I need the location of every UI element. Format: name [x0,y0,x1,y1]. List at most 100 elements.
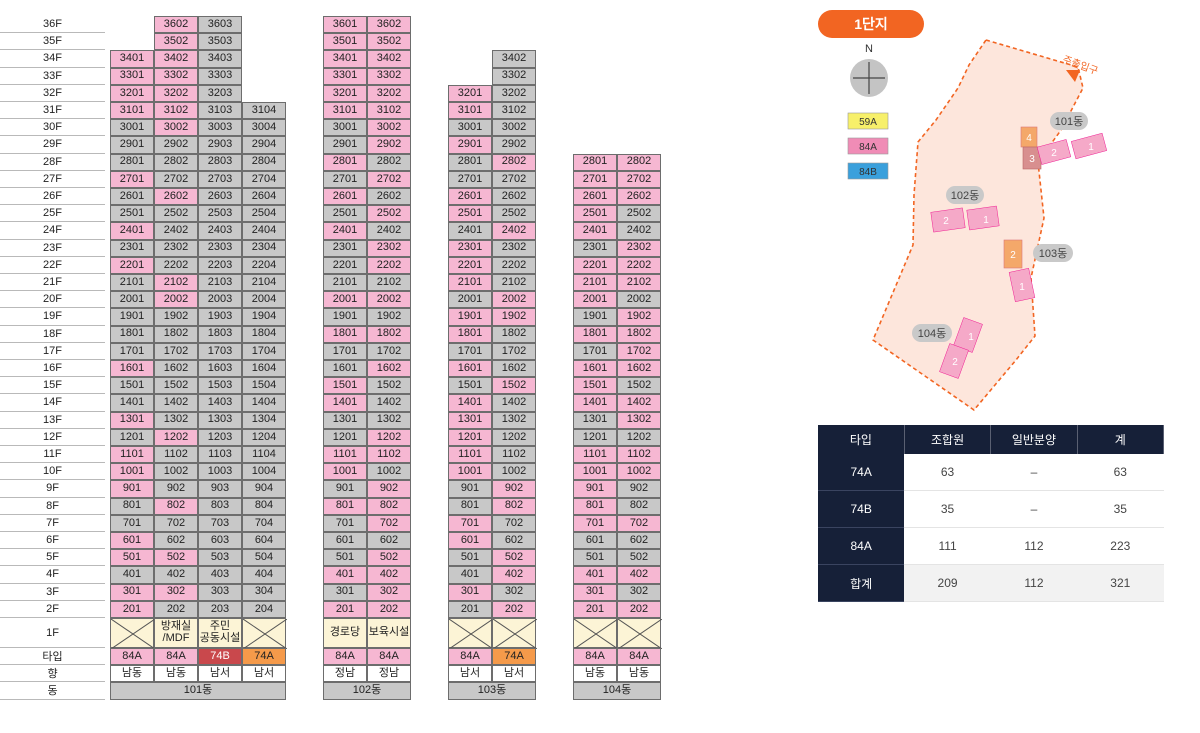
unit-cell: 2401 [323,222,367,240]
unit-cell: 1104 [242,446,286,464]
unit-cell: 2002 [154,291,198,309]
unit-cell: 202 [154,600,198,618]
unit-cell: 701 [448,514,492,532]
unit-cell: 2303 [198,239,242,257]
unit-cell: 302 [367,583,411,601]
unit-cell: 1404 [242,394,286,412]
row-type: 74A [818,454,905,491]
unit-cell: 301 [448,583,492,601]
unit-cell: 602 [154,532,198,550]
unit-cell: 804 [242,497,286,515]
unit-cell: 2503 [198,205,242,223]
floor-label: 30F [0,119,105,137]
unit-cell: 3003 [198,119,242,137]
cell: 35 [904,490,991,528]
unit-cell: 802 [492,497,536,515]
unit-cell: 2102 [154,274,198,292]
compass-label: N [865,43,873,55]
site-map: 1단지 N 59A 84A 84B 주출입구 101동 4 3 [818,10,1188,420]
svg-text:2: 2 [952,357,958,368]
unit-cell: 2404 [242,222,286,240]
svg-text:1: 1 [1019,282,1025,293]
unit-cell: 1603 [198,360,242,378]
unit-cell: 501 [110,549,154,567]
unit-cell: 801 [448,497,492,515]
unit-cell: 2202 [367,256,411,274]
legend-label: 84B [859,167,877,178]
unit-cell: 1703 [198,342,242,360]
unit-cell: 2602 [154,188,198,206]
unit-cell: 2301 [573,239,617,257]
unit-cell: 803 [198,497,242,515]
unit-cell: 2603 [198,188,242,206]
floor-label: 22F [0,257,105,274]
unit-cell: 1201 [110,428,154,446]
unit-cell: 2001 [110,291,154,309]
unit-cell: 2102 [367,274,411,292]
unit-cell: 1901 [448,308,492,326]
unit-cell: 2002 [367,291,411,309]
unit-cell: 2002 [492,291,536,309]
direction-cell: 남동 [154,665,198,683]
unit-cell: 1401 [573,394,617,412]
unit-cell: 704 [242,514,286,532]
unit-cell: 2202 [492,256,536,274]
unit-cell: 1502 [367,377,411,395]
unit-cell: 903 [198,480,242,498]
floor-label: 15F [0,377,105,395]
unit-cell: 1201 [573,428,617,446]
table-row: 74B 35 – 35 [818,490,1164,528]
unit-cell: 3001 [323,119,367,137]
header-member: 조합원 [904,425,992,454]
unit-cell: 304 [242,583,286,601]
unit-cell: 2601 [448,188,492,206]
unit-cell: 602 [367,532,411,550]
unit-cell: 902 [154,480,198,498]
site-map-svg: 1단지 N 59A 84A 84B 주출입구 101동 4 3 [818,10,1108,412]
unit-cell: 1002 [492,463,536,481]
unit-cell: 1202 [367,428,411,446]
direction-cell: 남동 [573,665,617,683]
unit-cell: 901 [573,480,617,498]
unit-cell: 702 [617,514,661,532]
floor-label: 4F [0,566,105,584]
unit-cell: 2502 [154,205,198,223]
unit-cell: 2802 [617,153,661,171]
unit-cell: 1102 [617,446,661,464]
row-type: 84A [818,527,905,565]
unit-cell: 301 [573,583,617,601]
svg-text:1: 1 [983,215,989,226]
unit-cell: 401 [448,566,492,584]
unit-cell: 2801 [448,153,492,171]
legend-label: 59A [859,117,877,128]
unit-cell: 2402 [492,222,536,240]
unit-cell: 602 [617,532,661,550]
unit-cell: 504 [242,549,286,567]
building-103: 103동 2 1 [1003,239,1073,302]
row-type: 합계 [818,564,905,602]
unit-cell: 801 [573,497,617,515]
unit-cell: 1601 [448,360,492,378]
unit-cell: 3002 [367,119,411,137]
unit-cell: 2201 [323,256,367,274]
unit-cell: 3201 [323,84,367,102]
unit-cell: 301 [110,583,154,601]
unit-cell: 601 [573,532,617,550]
floor-label: 5F [0,549,105,567]
unit-cell: 1401 [323,394,367,412]
header-general: 일반분양 [990,425,1078,454]
unit-cell: 1201 [448,428,492,446]
floor-label: 27F [0,171,105,188]
unit-cell: 1402 [367,394,411,412]
unit-cell: 2202 [154,256,198,274]
unit-cell: 2801 [323,153,367,171]
building-102: 102동 2 1 [930,186,1000,233]
unit-cell: 3402 [492,50,536,68]
floor-label: 32F [0,85,105,102]
floor-label: 7F [0,515,105,532]
unit-cell: 3602 [367,16,411,34]
unit-cell: 702 [492,514,536,532]
unit-cell: 2602 [367,188,411,206]
building-101: 101동 4 3 2 1 [1020,112,1108,170]
unit-cell: 1002 [367,463,411,481]
